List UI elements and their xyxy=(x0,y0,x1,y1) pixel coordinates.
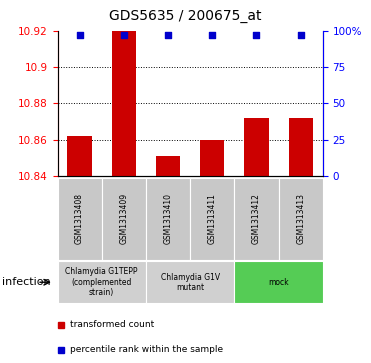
Point xyxy=(77,32,83,38)
Bar xyxy=(156,156,180,176)
Text: infection: infection xyxy=(2,277,50,287)
Point xyxy=(121,32,127,38)
Point xyxy=(165,32,171,38)
Text: transformed count: transformed count xyxy=(70,320,155,329)
Text: Chlamydia G1V
mutant: Chlamydia G1V mutant xyxy=(161,273,220,292)
Bar xyxy=(68,136,92,176)
Bar xyxy=(279,178,323,260)
Text: GSM1313411: GSM1313411 xyxy=(208,193,217,244)
Bar xyxy=(58,261,146,303)
Bar xyxy=(200,140,224,176)
Text: GSM1313413: GSM1313413 xyxy=(296,193,305,244)
Bar xyxy=(146,178,190,260)
Bar xyxy=(289,118,313,176)
Point xyxy=(298,32,303,38)
Bar xyxy=(190,178,234,260)
Text: percentile rank within the sample: percentile rank within the sample xyxy=(70,346,224,354)
Text: GSM1313408: GSM1313408 xyxy=(75,193,84,244)
Bar xyxy=(112,29,136,176)
Text: GDS5635 / 200675_at: GDS5635 / 200675_at xyxy=(109,9,262,23)
Bar xyxy=(244,118,269,176)
Bar xyxy=(102,178,146,260)
Text: mock: mock xyxy=(268,278,289,287)
Bar xyxy=(234,261,323,303)
Bar xyxy=(58,178,102,260)
Text: GSM1313409: GSM1313409 xyxy=(119,193,128,244)
Bar xyxy=(234,178,279,260)
Text: Chlamydia G1TEPP
(complemented
strain): Chlamydia G1TEPP (complemented strain) xyxy=(65,267,138,297)
Text: GSM1313412: GSM1313412 xyxy=(252,193,261,244)
Bar xyxy=(146,261,234,303)
Text: GSM1313410: GSM1313410 xyxy=(164,193,173,244)
Point xyxy=(209,32,215,38)
Point xyxy=(253,32,259,38)
